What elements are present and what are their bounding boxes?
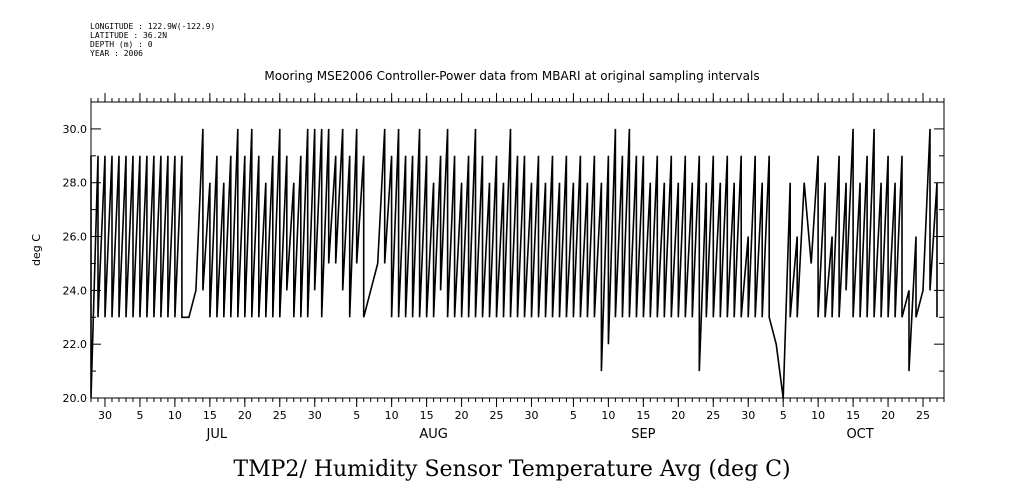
x-tick-label: 25 xyxy=(916,409,930,422)
x-tick-label: 20 xyxy=(881,409,895,422)
x-tick-label: 25 xyxy=(490,409,504,422)
x-tick-label: 15 xyxy=(420,409,434,422)
x-tick-label: 10 xyxy=(168,409,182,422)
x-tick-label: 5 xyxy=(780,409,787,422)
bottom-title: TMP2/ Humidity Sensor Temperature Avg (d… xyxy=(233,457,790,482)
series-line xyxy=(90,128,938,399)
x-tick-label: 20 xyxy=(671,409,685,422)
month-label: JUL xyxy=(206,427,228,442)
x-tick-label: 10 xyxy=(811,409,825,422)
chart-title: Mooring MSE2006 Controller-Power data fr… xyxy=(264,69,759,83)
month-label: SEP xyxy=(631,427,655,442)
x-tick-label: 15 xyxy=(203,409,217,422)
y-tick-label: 24.0 xyxy=(63,284,88,297)
x-tick-label: 20 xyxy=(238,409,252,422)
y-tick-label: 30.0 xyxy=(63,123,88,136)
y-axis-label: deg C xyxy=(30,234,43,266)
depth-label: DEPTH (m) : 0 xyxy=(90,40,153,49)
y-tick-label: 26.0 xyxy=(63,231,88,244)
x-tick-label: 5 xyxy=(353,409,360,422)
x-tick-label: 30 xyxy=(741,409,755,422)
y-axis: 20.0 22.0 24.0 26.0 28.0 30.0 xyxy=(63,123,944,405)
month-label: OCT xyxy=(846,427,873,442)
latitude-label: LATITUDE : 36.2N xyxy=(90,31,168,40)
x-tick-label: 5 xyxy=(570,409,577,422)
x-tick-label: 10 xyxy=(601,409,615,422)
x-tick-label: 30 xyxy=(98,409,112,422)
y-tick-label: 22.0 xyxy=(63,338,88,351)
x-tick-label: 10 xyxy=(385,409,399,422)
month-label: AUG xyxy=(419,427,447,442)
y-tick-label: 20.0 xyxy=(63,392,88,405)
x-tick-label: 15 xyxy=(846,409,860,422)
x-tick-label: 25 xyxy=(273,409,287,422)
x-tick-label: 5 xyxy=(136,409,143,422)
x-tick-label: 30 xyxy=(524,409,538,422)
y-tick-label: 28.0 xyxy=(63,177,88,190)
month-labels: JUL AUG SEP OCT xyxy=(206,427,874,442)
x-tick-label: 30 xyxy=(308,409,322,422)
x-tick-label: 15 xyxy=(636,409,650,422)
x-axis: 30 5 10 15 20 25 30 5 10 15 20 25 30 5 10 15 20 25 30 5 10 15… xyxy=(90,93,945,422)
x-tick-label: 20 xyxy=(455,409,469,422)
x-tick-label: 25 xyxy=(706,409,720,422)
year-label: YEAR : 2006 xyxy=(90,49,143,58)
longitude-label: LONGITUDE : 122.9W(-122.9) xyxy=(90,22,216,31)
